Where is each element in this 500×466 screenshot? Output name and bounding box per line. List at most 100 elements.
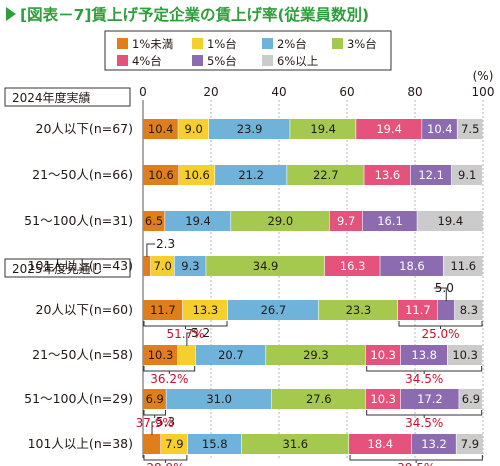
bar-segment-5-4: [365, 345, 401, 365]
sum-label-1: 25.0%: [421, 327, 459, 341]
bar-segment-0-6: [457, 119, 483, 139]
bar-segment-0-3: [290, 119, 356, 139]
data-label-1-3: 22.7: [313, 168, 339, 182]
data-label-5-6: 10.3: [452, 348, 478, 362]
bar-segment-4-2: [228, 300, 319, 320]
data-label-1-5: 12.1: [418, 168, 444, 182]
data-label-4-3: 23.3: [346, 303, 372, 317]
legend-label-3: 3%台: [347, 37, 377, 51]
data-label-5-2: 20.7: [218, 348, 244, 362]
data-label-6-5: 6.9: [462, 392, 480, 406]
bar-segment-4-4: [398, 300, 438, 320]
legend-label-2: 2%台: [277, 37, 307, 51]
annotation-leader-2: [186, 332, 191, 346]
sum-bracket-6: [143, 455, 188, 463]
data-label-3-6: 11.6: [450, 259, 476, 273]
bar-segment-6-2: [271, 389, 366, 409]
bar-segment-0-4: [356, 119, 422, 139]
sum-label-7: 39.5%: [397, 461, 435, 466]
data-label-0-3: 19.4: [310, 122, 336, 136]
data-label-5-4: 10.3: [370, 348, 396, 362]
category-label-3: 101人以上(n=43): [28, 258, 133, 273]
legend-label-0: 1%未満: [132, 37, 173, 51]
data-label-7-3: 31.6: [283, 437, 309, 451]
legend-swatch-1: [192, 38, 203, 49]
sum-bracket-3: [366, 366, 483, 374]
group-label-box-1: [4, 258, 131, 278]
bar-segment-2-5: [417, 211, 483, 231]
data-label-2-2: 29.0: [268, 214, 294, 228]
category-label-0: 20人以下(n=67): [36, 121, 133, 136]
bar-segment-1-3: [287, 165, 364, 185]
sum-bracket-7: [349, 455, 483, 463]
annotation-leader-3: [151, 421, 155, 435]
sum-brackets: 51.7% 25.0% 36.2% 34.5% 37.9% 34.5% 28.9% 39.5%: [136, 321, 483, 466]
bars: 20人以下(n=67) 10.4 9.0 23.9 19.4 19.4 10.4 7.5 21～…: [24, 119, 483, 454]
data-label-1-2: 21.2: [238, 168, 264, 182]
data-label-1-0: 10.6: [148, 168, 174, 182]
data-label-6-3: 10.3: [370, 392, 396, 406]
data-label-5-3: 29.3: [303, 348, 329, 362]
x-tick-100: 100: [472, 85, 495, 99]
bar-segment-7-4: [349, 434, 411, 454]
annotation-label-3: 5.3: [156, 415, 175, 429]
bar-segment-1-0: [143, 165, 179, 185]
bar-segment-7-3: [241, 434, 349, 454]
x-tick-80: 80: [407, 85, 422, 99]
data-label-4-1: 13.3: [193, 303, 219, 317]
bar-segment-5-6: [447, 345, 483, 365]
data-label-0-0: 10.4: [148, 122, 174, 136]
bar-segment-6-5: [459, 389, 483, 409]
data-label-4-4: 11.7: [405, 303, 431, 317]
bar-segment-2-1: [165, 211, 231, 231]
legend: 1%未満 1%台 2%台 3%台 4%台 5%台 6%以上: [104, 30, 392, 71]
bar-segment-1-5: [410, 165, 452, 185]
x-tick-20: 20: [203, 85, 218, 99]
bar-segment-0-5: [422, 119, 457, 139]
data-label-7-2: 15.8: [202, 437, 228, 451]
legend-swatch-6: [262, 55, 273, 66]
annotations: 2.3 5.0 5.2 5.3: [146, 237, 454, 435]
data-label-6-2: 27.6: [306, 392, 332, 406]
grid: (%) 0 20 40 60 80 100: [139, 69, 494, 458]
data-label-0-4: 19.4: [376, 122, 402, 136]
group-label-0: 2024年度実績: [12, 90, 91, 105]
bar-segment-4-3: [318, 300, 398, 320]
annotation-label-2: 5.2: [191, 326, 210, 340]
data-label-7-1: 7.9: [165, 437, 183, 451]
data-label-7-5: 13.2: [421, 437, 447, 451]
bar-segment-6-3: [365, 389, 401, 409]
sum-label-4: 37.9%: [136, 416, 174, 430]
x-tick-40: 40: [271, 85, 286, 99]
data-label-7-4: 18.4: [368, 437, 394, 451]
legend-swatch-3: [332, 38, 343, 49]
bar-segment-0-1: [178, 119, 209, 139]
sum-bracket-4: [143, 410, 166, 418]
legend-label-1: 1%台: [207, 37, 237, 51]
data-label-2-3: 9.7: [337, 214, 355, 228]
data-label-6-1: 31.0: [206, 392, 232, 406]
bar-segment-3-3: [206, 256, 325, 276]
annotation-label-0: 2.3: [156, 237, 175, 251]
x-tick-0: 0: [139, 85, 147, 99]
bar-segment-6-0: [143, 389, 166, 409]
group-label-1: 2025年度見通し: [12, 261, 103, 276]
data-label-7-6: 7.9: [461, 437, 479, 451]
legend-frame: [104, 30, 392, 71]
data-label-4-0: 11.7: [150, 303, 176, 317]
group-labels: 2024年度実績 2025年度見通し: [4, 87, 131, 278]
data-label-2-0: 6.5: [145, 214, 163, 228]
sum-bracket-5: [366, 410, 483, 418]
bar-segment-3-6: [443, 256, 483, 276]
sum-label-3: 34.5%: [405, 372, 443, 386]
bar-segment-1-1: [179, 165, 215, 185]
annotation-label-1: 5.0: [435, 281, 454, 295]
category-label-7: 101人以上(n=38): [28, 436, 133, 451]
data-label-4-6: 8.3: [460, 303, 478, 317]
data-label-1-4: 13.6: [375, 168, 401, 182]
bar-segment-4-6: [454, 300, 483, 320]
bar-segment-2-3: [329, 211, 363, 231]
data-label-6-0: 6.9: [146, 392, 164, 406]
legend-swatch-0: [117, 38, 128, 49]
legend-swatch-4: [117, 55, 128, 66]
